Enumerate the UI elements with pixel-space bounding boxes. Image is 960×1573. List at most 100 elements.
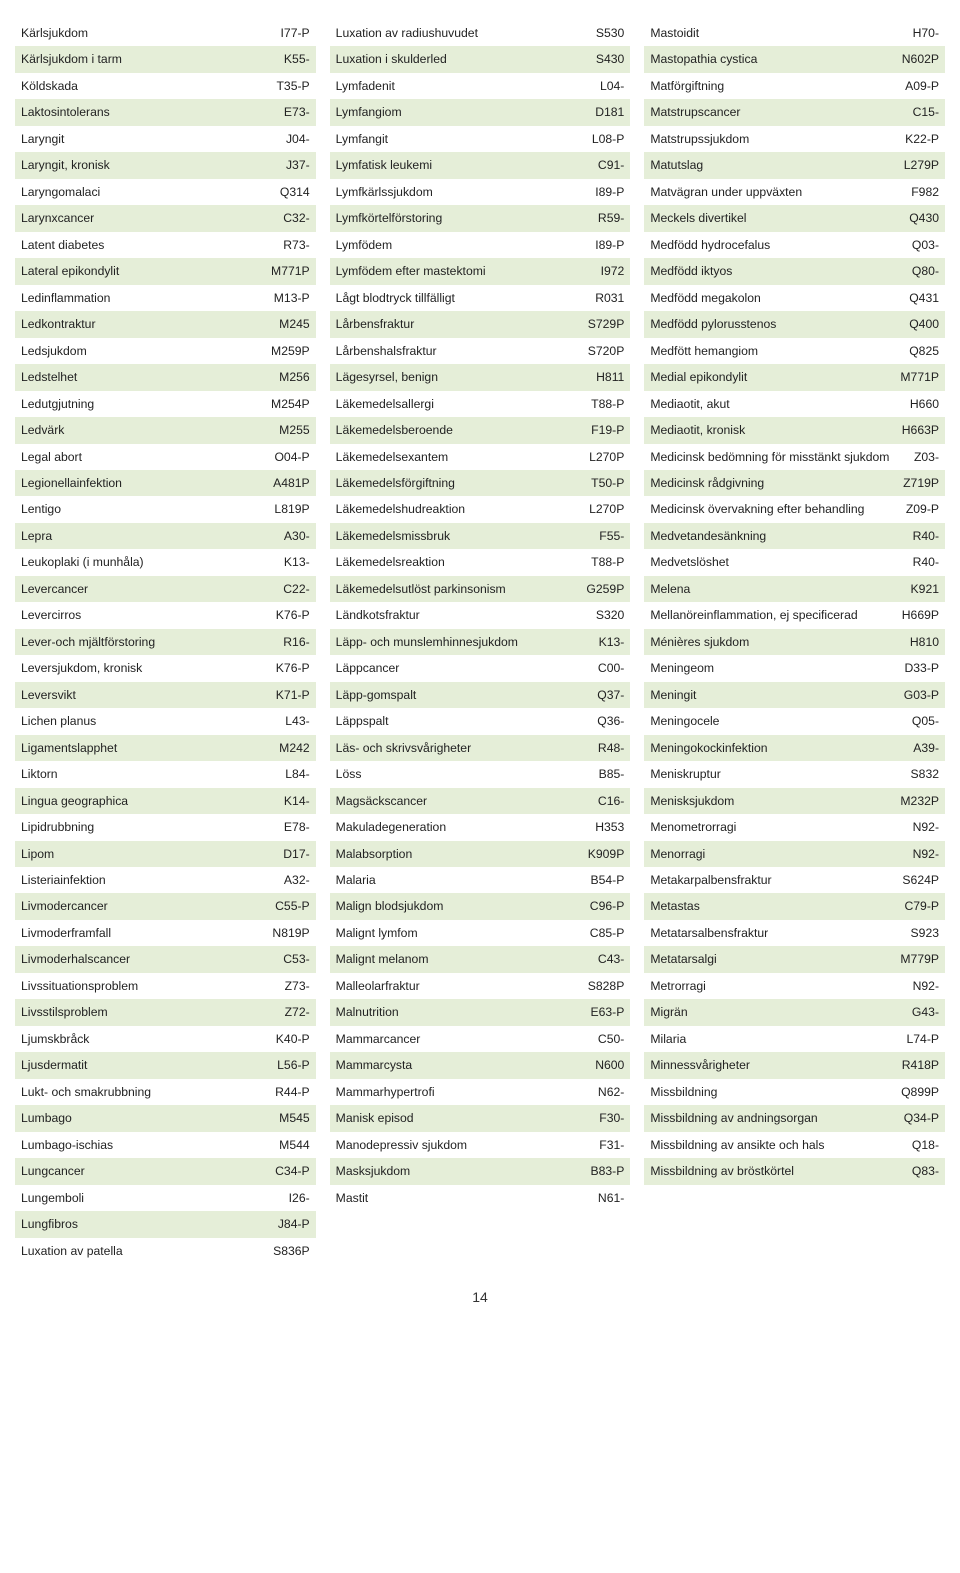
term-label: Lumbago <box>21 1110 279 1126</box>
table-row: Manisk episodF30- <box>330 1105 631 1131</box>
table-row: Medfödd hydrocefalusQ03- <box>644 232 945 258</box>
table-row: Legal abortO04-P <box>15 444 316 470</box>
table-row: Leukoplaki (i munhåla)K13- <box>15 549 316 575</box>
table-row: Läs- och skrivsvårigheterR48- <box>330 735 631 761</box>
code-label: G03-P <box>904 687 939 703</box>
code-label: T88-P <box>591 554 624 570</box>
table-row: LårbenshalsfrakturS720P <box>330 338 631 364</box>
term-label: Lågt blodtryck tillfälligt <box>336 290 596 306</box>
code-label: E63-P <box>590 1004 624 1020</box>
term-label: Livmoderhalscancer <box>21 951 283 967</box>
columns-container: KärlsjukdomI77-PKärlsjukdom i tarmK55-Kö… <box>15 20 945 1264</box>
code-label: C00- <box>598 660 624 676</box>
code-label: L270P <box>589 501 624 517</box>
term-label: Lipidrubbning <box>21 819 284 835</box>
term-label: Ledstelhet <box>21 369 279 385</box>
term-label: Malabsorption <box>336 846 588 862</box>
table-row: Lågt blodtryck tillfälligtR031 <box>330 285 631 311</box>
code-label: K13- <box>284 554 310 570</box>
code-label: S720P <box>588 343 625 359</box>
table-row: LjumskbråckK40-P <box>15 1026 316 1052</box>
code-label: N92- <box>913 978 939 994</box>
table-row: MagsäckscancerC16- <box>330 788 631 814</box>
table-row: MalnutritionE63-P <box>330 999 631 1025</box>
table-row: Medfödd megakolonQ431 <box>644 285 945 311</box>
term-label: Läppspalt <box>336 713 598 729</box>
table-row: LjusdermatitL56-P <box>15 1052 316 1078</box>
term-label: Mediaotit, akut <box>650 396 910 412</box>
term-label: Metastas <box>650 898 904 914</box>
term-label: Läpp-gomspalt <box>336 687 598 703</box>
code-label: K55- <box>284 51 310 67</box>
term-label: Menisksjukdom <box>650 793 900 809</box>
code-label: R418P <box>902 1057 939 1073</box>
code-label: Z719P <box>903 475 939 491</box>
term-label: Luxation av radiushuvudet <box>336 25 596 41</box>
table-row: Leversjukdom, kroniskK76-P <box>15 655 316 681</box>
code-label: A09-P <box>905 78 939 94</box>
code-label: K76-P <box>276 607 310 623</box>
code-label: S828P <box>588 978 625 994</box>
term-label: Magsäckscancer <box>336 793 598 809</box>
table-row: MastitN61- <box>330 1185 631 1211</box>
code-label: H663P <box>902 422 939 438</box>
code-label: M242 <box>279 740 310 756</box>
term-label: Läkemedelsreaktion <box>336 554 591 570</box>
table-row: Medfött hemangiomQ825 <box>644 338 945 364</box>
table-row: MenometrorragiN92- <box>644 814 945 840</box>
code-label: L84- <box>285 766 309 782</box>
table-row: MalariaB54-P <box>330 867 631 893</box>
term-label: Metatarsalgi <box>650 951 900 967</box>
term-label: Ländkotsfraktur <box>336 607 596 623</box>
term-label: Matstrupssjukdom <box>650 131 905 147</box>
table-row: Mediaotit, akutH660 <box>644 391 945 417</box>
table-row: LegionellainfektionA481P <box>15 470 316 496</box>
table-row: Meckels divertikelQ430 <box>644 205 945 231</box>
code-label: Q05- <box>912 713 939 729</box>
term-label: Läkemedelsförgiftning <box>336 475 591 491</box>
table-row: Medicinsk bedömning för misstänkt sjukdo… <box>644 444 945 470</box>
table-row: MammarcancerC50- <box>330 1026 631 1052</box>
table-row: MastoiditH70- <box>644 20 945 46</box>
table-row: Lägesyrsel, benignH811 <box>330 364 631 390</box>
code-label: Z72- <box>285 1004 310 1020</box>
term-label: Ménières sjukdom <box>650 634 910 650</box>
term-label: Köldskada <box>21 78 276 94</box>
table-row: Mellanöreinflammation, ej specificeradH6… <box>644 602 945 628</box>
code-label: N61- <box>598 1190 624 1206</box>
code-label: L04- <box>600 78 624 94</box>
code-label: Z09-P <box>906 501 939 517</box>
table-row: LipidrubbningE78- <box>15 814 316 840</box>
table-row: Lumbago-ischiasM544 <box>15 1132 316 1158</box>
term-label: Läkemedelsutlöst parkinsonism <box>336 581 587 597</box>
term-label: Lymfadenit <box>336 78 600 94</box>
term-label: Lårbenshalsfraktur <box>336 343 588 359</box>
table-row: LaryngitJ04- <box>15 126 316 152</box>
term-label: Kärlsjukdom i tarm <box>21 51 284 67</box>
table-row: Lever-och mjältförstoringR16- <box>15 629 316 655</box>
table-row: Medicinsk övervakning efter behandlingZ0… <box>644 496 945 522</box>
term-label: Missbildning <box>650 1084 901 1100</box>
table-row: MammarcystaN600 <box>330 1052 631 1078</box>
table-row: LevercirrosK76-P <box>15 602 316 628</box>
term-label: Ledkontraktur <box>21 316 279 332</box>
term-label: Medfödd hydrocefalus <box>650 237 912 253</box>
term-label: Livmoderframfall <box>21 925 272 941</box>
term-label: Listeriainfektion <box>21 872 284 888</box>
code-label: C53- <box>283 951 309 967</box>
table-row: LymfkärlssjukdomI89-P <box>330 179 631 205</box>
table-row: MissbildningQ899P <box>644 1079 945 1105</box>
table-row: MenisksjukdomM232P <box>644 788 945 814</box>
term-label: Manodepressiv sjukdom <box>336 1137 600 1153</box>
term-label: Meningit <box>650 687 903 703</box>
term-label: Livssituationsproblem <box>21 978 285 994</box>
code-label: C15- <box>913 104 939 120</box>
code-label: N92- <box>913 846 939 862</box>
table-row: LipomD17- <box>15 841 316 867</box>
table-row: LigamentslapphetM242 <box>15 735 316 761</box>
term-label: Medvetslöshet <box>650 554 912 570</box>
term-label: Läs- och skrivsvårigheter <box>336 740 598 756</box>
code-label: K71-P <box>276 687 310 703</box>
table-row: MeningeomD33-P <box>644 655 945 681</box>
code-label: I77-P <box>281 25 310 41</box>
